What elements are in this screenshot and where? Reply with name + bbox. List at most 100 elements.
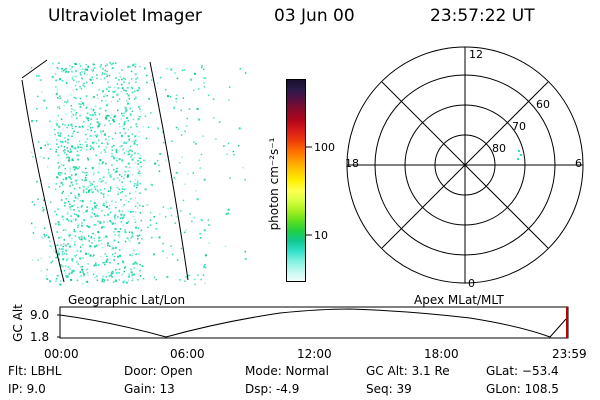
- emission-pixel: [185, 229, 187, 231]
- emission-pixel: [51, 260, 54, 263]
- emission-pixel: [72, 218, 75, 220]
- emission-pixel: [120, 175, 123, 178]
- emission-pixel: [84, 179, 87, 182]
- emission-pixel: [159, 152, 162, 155]
- emission-pixel: [94, 130, 96, 133]
- emission-pixel: [85, 95, 88, 98]
- emission-pixel: [142, 205, 144, 207]
- emission-pixel: [39, 155, 41, 158]
- emission-pixel: [180, 134, 183, 136]
- emission-pixel: [99, 159, 102, 162]
- emission-pixel: [96, 134, 99, 137]
- emission-pixel: [77, 144, 79, 146]
- emission-pixel: [145, 137, 148, 140]
- emission-pixel: [78, 236, 80, 239]
- emission-pixel: [79, 187, 81, 189]
- emission-pixel: [112, 62, 114, 65]
- emission-pixel: [57, 62, 59, 64]
- emission-pixel: [108, 74, 111, 77]
- emission-pixel: [132, 210, 134, 213]
- emission-pixel: [43, 233, 45, 236]
- emission-pixel: [85, 167, 87, 170]
- auroral-emission-speckles: [30, 62, 247, 286]
- emission-pixel: [113, 144, 115, 147]
- emission-pixel: [177, 128, 180, 131]
- emission-pixel: [244, 258, 247, 260]
- emission-pixel: [137, 180, 139, 182]
- emission-pixel: [75, 63, 77, 65]
- emission-pixel: [128, 138, 130, 141]
- emission-pixel: [204, 77, 207, 80]
- emission-pixel: [31, 201, 34, 203]
- emission-pixel: [89, 78, 92, 81]
- emission-pixel: [83, 238, 86, 240]
- emission-pixel: [155, 278, 157, 281]
- emission-pixel: [87, 66, 89, 69]
- emission-pixel: [82, 191, 85, 193]
- emission-pixel: [121, 181, 123, 183]
- emission-pixel: [184, 130, 186, 133]
- emission-pixel: [112, 178, 115, 181]
- emission-pixel: [58, 107, 61, 109]
- emission-pixel: [74, 173, 77, 176]
- emission-pixel: [76, 279, 79, 282]
- emission-pixel: [30, 67, 33, 69]
- emission-pixel: [129, 240, 131, 243]
- emission-pixel: [55, 151, 57, 153]
- emission-pixel: [124, 195, 127, 197]
- emission-pixel: [85, 252, 88, 255]
- emission-pixel: [111, 152, 113, 155]
- emission-pixel: [56, 139, 58, 141]
- xtick-00: 00:00: [44, 347, 79, 361]
- emission-pixel: [59, 185, 61, 188]
- emission-pixel: [227, 142, 230, 145]
- emission-pixel: [138, 106, 140, 108]
- altitude-ymax: 9.0: [30, 308, 50, 322]
- emission-pixel: [68, 157, 70, 159]
- emission-pixel: [80, 88, 83, 90]
- emission-pixel: [191, 220, 193, 223]
- emission-pixel: [128, 273, 130, 276]
- emission-pixel: [56, 119, 59, 122]
- emission-pixel: [59, 97, 61, 99]
- emission-pixel: [138, 242, 141, 244]
- emission-pixel: [74, 256, 77, 258]
- emission-pixel: [120, 118, 122, 120]
- emission-pixel: [114, 252, 117, 254]
- emission-pixel: [104, 151, 107, 153]
- emission-pixel: [173, 106, 176, 109]
- emission-pixel: [99, 151, 102, 154]
- emission-pixel: [103, 261, 106, 264]
- emission-pixel: [130, 237, 132, 239]
- emission-pixel: [103, 148, 106, 151]
- emission-pixel: [85, 210, 87, 213]
- emission-pixel: [121, 112, 123, 115]
- emission-pixel: [139, 263, 141, 266]
- emission-pixel: [57, 146, 59, 148]
- emission-pixel: [49, 245, 52, 247]
- emission-pixel: [115, 62, 117, 64]
- emission-pixel: [84, 172, 86, 174]
- emission-pixel: [174, 72, 176, 74]
- emission-pixel: [136, 235, 139, 237]
- emission-pixel: [199, 167, 202, 169]
- xtick-06: 06:00: [170, 347, 205, 361]
- emission-pixel: [63, 69, 65, 72]
- emission-pixel: [86, 206, 88, 208]
- emission-pixel: [105, 235, 108, 238]
- emission-pixel: [123, 216, 125, 218]
- emission-pixel: [89, 183, 92, 185]
- emission-pixel: [103, 214, 106, 217]
- emission-pixel: [140, 275, 142, 277]
- emission-pixel: [96, 118, 98, 120]
- emission-pixel: [100, 239, 102, 242]
- emission-pixel: [59, 132, 62, 135]
- emission-pixel: [192, 172, 194, 174]
- emission-pixel: [57, 106, 59, 108]
- emission-pixel: [147, 126, 150, 128]
- emission-pixel: [199, 237, 202, 239]
- emission-pixel: [117, 193, 119, 195]
- emission-pixel: [143, 67, 146, 70]
- emission-pixel: [79, 105, 82, 108]
- emission-pixel: [56, 231, 58, 233]
